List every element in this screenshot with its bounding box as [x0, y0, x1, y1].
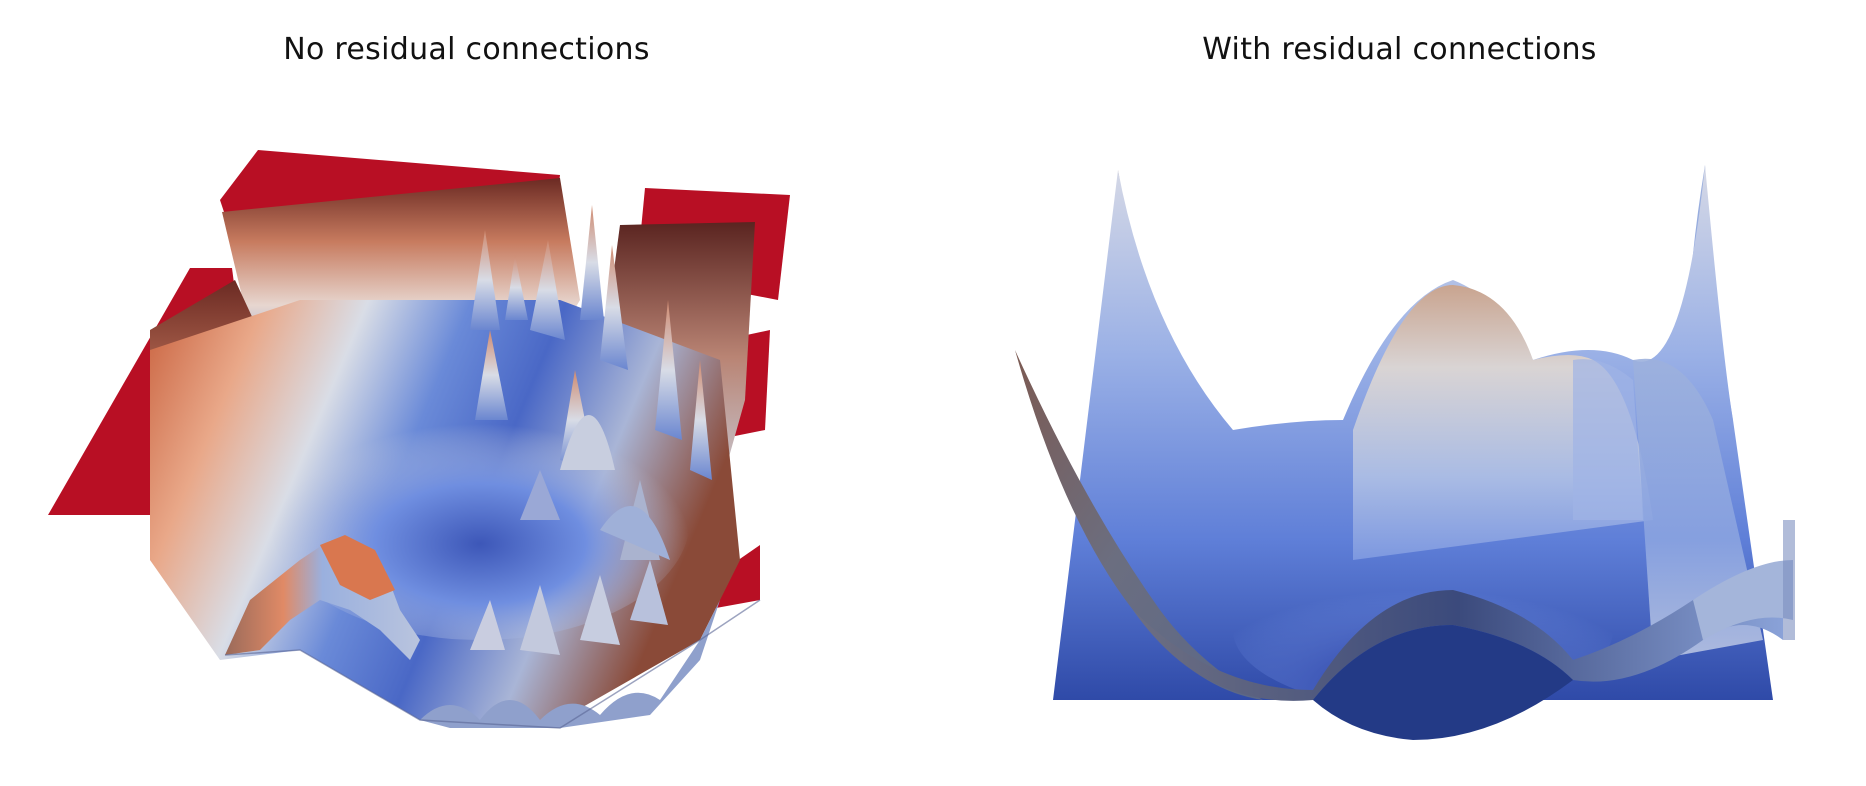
panel-title-with-residual: With residual connections: [1202, 32, 1597, 67]
smooth-loss-surface-image: [1015, 165, 1795, 740]
panel-with-residual: With residual connections: [933, 0, 1866, 786]
chaotic-loss-surface-image: [48, 150, 790, 729]
panel-no-residual: No residual connections: [48, 32, 790, 729]
panel-title-no-residual: No residual connections: [283, 32, 650, 67]
